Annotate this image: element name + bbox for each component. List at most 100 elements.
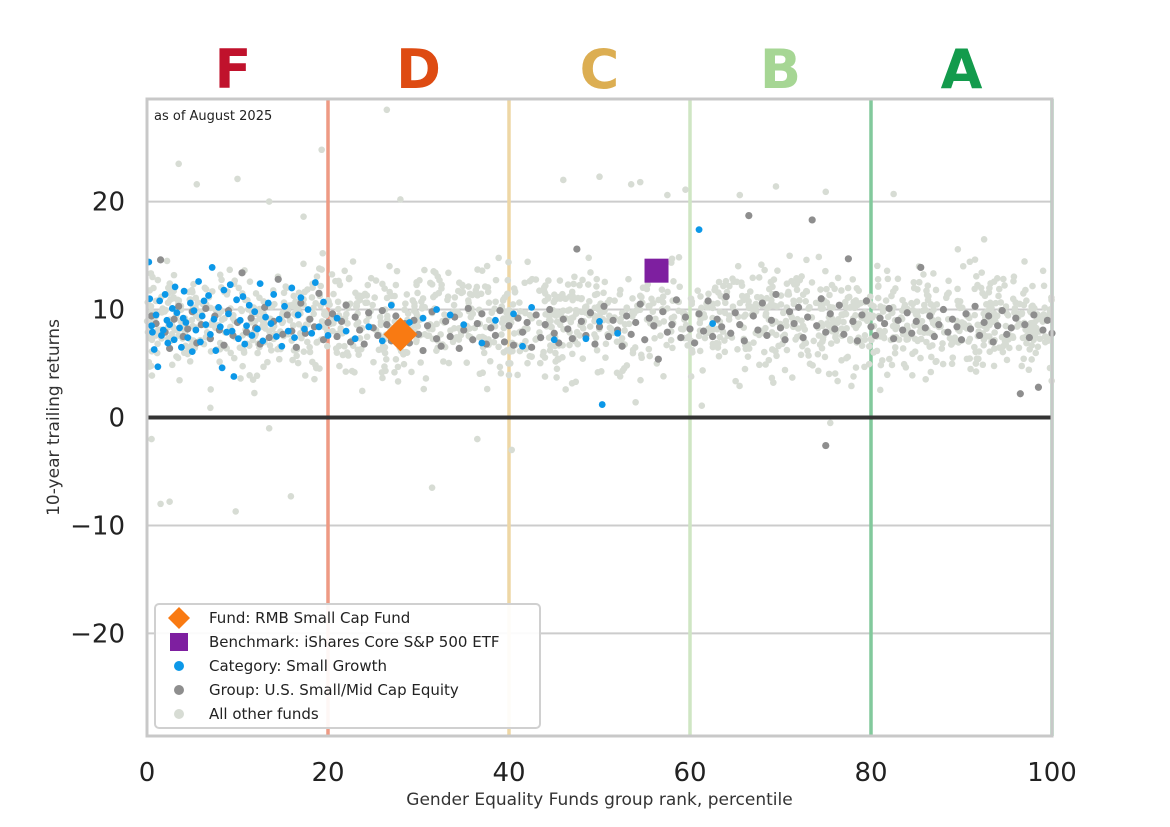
other-fund-point: [235, 284, 243, 292]
other-fund-point: [784, 291, 791, 298]
group-fund-point: [595, 323, 604, 331]
other-fund-point: [670, 278, 677, 285]
other-fund-point: [362, 299, 369, 307]
other-fund-point: [762, 324, 769, 332]
other-fund-point: [483, 262, 491, 270]
category-fund-point: [270, 291, 278, 298]
group-fund-point: [840, 330, 848, 338]
group-fund-point: [528, 343, 536, 351]
category-fund-point: [159, 326, 167, 334]
other-fund-point: [913, 298, 921, 305]
other-fund-point: [794, 325, 802, 332]
group-fund-point: [356, 326, 364, 334]
other-fund-point: [173, 353, 180, 360]
other-fund-point: [593, 290, 601, 298]
legend-entry-label: Group: U.S. Small/Mid Cap Equity: [209, 681, 459, 699]
other-fund-point: [319, 249, 327, 257]
category-fund-point: [180, 287, 188, 295]
group-fund-point: [763, 331, 771, 340]
other-fund-point: [652, 315, 659, 323]
group-fund-point: [564, 325, 572, 333]
other-fund-point: [967, 365, 974, 373]
other-fund-point: [505, 258, 512, 266]
other-fund-point: [536, 329, 543, 336]
group-fund-point: [908, 329, 916, 337]
other-fund-point: [553, 374, 560, 381]
other-fund-point: [995, 285, 1003, 293]
category-fund-point: [510, 310, 517, 318]
group-fund-point: [668, 321, 676, 329]
other-fund-point: [602, 354, 609, 361]
fund-marker: [383, 317, 418, 352]
other-fund-point: [579, 325, 587, 332]
group-fund-point: [609, 316, 617, 324]
other-fund-point: [341, 342, 348, 350]
category-fund-point: [281, 302, 288, 310]
other-fund-point: [709, 340, 717, 348]
other-fund-point: [310, 310, 317, 318]
other-fund-point: [664, 191, 671, 199]
other-fund-point: [721, 337, 728, 344]
other-fund-point: [699, 367, 706, 374]
other-fund-point: [817, 286, 824, 293]
category-fund-point: [164, 339, 172, 347]
legend-box: [154, 603, 541, 729]
category-fund-point: [311, 279, 319, 286]
other-fund-point: [716, 308, 724, 315]
other-fund-point: [803, 256, 810, 264]
category-fund-point: [208, 264, 216, 271]
category-fund-point: [212, 347, 220, 354]
other-fund-point: [505, 360, 512, 367]
other-fund-point: [760, 348, 768, 356]
legend-dot-marker: [174, 661, 184, 671]
other-fund-point: [932, 286, 940, 294]
group-fund-point: [772, 290, 780, 299]
category-fund-point: [202, 321, 210, 329]
other-fund-point: [546, 347, 554, 354]
category-fund-point: [220, 286, 228, 294]
other-fund-point: [694, 287, 702, 294]
other-fund-point: [869, 312, 877, 320]
other-fund-point: [658, 286, 666, 293]
x-tick-label: 100: [1027, 758, 1077, 788]
group-fund-point: [491, 331, 500, 340]
group-fund-point: [817, 295, 825, 303]
group-fund-point: [577, 317, 586, 326]
other-fund-point: [476, 370, 484, 378]
other-fund-point: [858, 342, 866, 350]
other-fund-point: [722, 299, 729, 307]
other-fund-point: [394, 378, 402, 385]
other-fund-point: [391, 292, 398, 300]
category-fund-point: [251, 308, 259, 316]
other-fund-point: [619, 367, 626, 375]
other-fund-point: [343, 310, 350, 318]
group-fund-point: [509, 341, 518, 349]
group-fund-point: [971, 302, 979, 310]
group-fund-point: [532, 311, 540, 319]
other-fund-point: [510, 330, 518, 337]
other-fund-point: [421, 303, 429, 311]
other-fund-point: [768, 296, 775, 304]
group-fund-point: [473, 319, 481, 328]
other-fund-point: [559, 307, 567, 315]
other-fund-point: [369, 301, 376, 309]
other-fund-point: [677, 325, 685, 333]
other-fund-point: [194, 299, 202, 306]
other-fund-point: [972, 368, 980, 375]
other-fund-point: [986, 333, 993, 340]
other-fund-point: [473, 283, 481, 291]
other-fund-point: [772, 347, 779, 355]
category-fund-point: [150, 346, 158, 353]
group-fund-point: [274, 275, 282, 283]
group-fund-point: [713, 315, 721, 323]
other-fund-point: [175, 160, 182, 168]
group-fund-point: [699, 327, 708, 335]
other-fund-point: [332, 277, 339, 285]
other-fund-point: [687, 373, 695, 380]
other-fund-point: [521, 309, 529, 317]
other-fund-point: [1029, 282, 1036, 290]
category-fund-point: [149, 328, 156, 336]
other-fund-point: [391, 369, 398, 376]
other-fund-point: [326, 301, 333, 308]
group-fund-point: [754, 326, 762, 334]
